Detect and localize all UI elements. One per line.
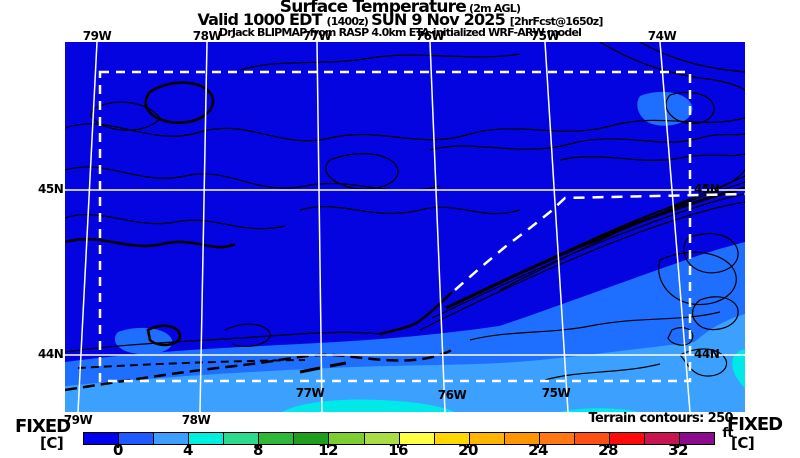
colorbar-tick-label: 8 (253, 441, 263, 458)
lat-label-right: 44N (694, 347, 720, 361)
lon-label-bottom: 79W (63, 413, 93, 427)
colorbar-right-unit: [C] (731, 434, 755, 452)
colorbar-tick (327, 445, 329, 448)
colorbar-segment (259, 433, 295, 444)
model-line: DrJack BLIPMAP from RASP 4.0km ETA-initi… (218, 26, 582, 39)
colorbar-segment (329, 433, 365, 444)
colorbar-tick-label: 28 (598, 441, 618, 458)
colorbar-segment (399, 433, 435, 444)
colorbar-tick (117, 445, 119, 448)
colorbar-segment (364, 433, 400, 444)
valid-time-line: Valid 1000 EDT (1400z) SUN 9 Nov 2025 [2… (0, 12, 800, 28)
shoreline-lines (65, 348, 453, 392)
colorbar-tick-label: 0 (113, 441, 123, 458)
colorbar-segment (539, 433, 575, 444)
cyan-regions (282, 349, 745, 412)
colorbar-tick-label: 32 (668, 441, 688, 458)
plot-title-line: Surface Temperature (2m AGL) (0, 0, 800, 17)
colorbar-tick (677, 445, 679, 448)
light-blue-regions (65, 314, 745, 412)
colorbar-segment (574, 433, 610, 444)
plot-title: Surface Temperature (279, 0, 467, 17)
colorbar-left-unit: [C] (40, 434, 64, 452)
valid-prefix: Valid 1000 EDT (197, 10, 327, 29)
colorbar-segment (154, 433, 190, 444)
colorbar-left-label: FIXED (15, 416, 71, 437)
colorbar-segment (609, 433, 645, 444)
colorbar-segment (645, 433, 681, 444)
colorbar-right-label: FIXED (727, 414, 783, 435)
colorbar-segment (434, 433, 470, 444)
lon-label-top: 77W (302, 29, 332, 43)
colorbar-tick (607, 445, 609, 448)
lat-label-left: 44N (38, 347, 64, 361)
colorbar-tick-label: 12 (318, 441, 338, 458)
valid-date: SUN 9 Nov 2025 (371, 10, 510, 29)
colorbar-segment (119, 433, 155, 444)
lon-label-top: 78W (192, 29, 222, 43)
colorbar-tick (257, 445, 259, 448)
lon-label-inmap: 76W (437, 388, 467, 402)
temperature-map (65, 42, 745, 412)
lon-label-top: 79W (82, 29, 112, 43)
domain-boundary (98, 70, 692, 383)
colorbar-segment (294, 433, 330, 444)
colorbar-tick-label: 24 (528, 441, 548, 458)
header: Surface Temperature (2m AGL) Valid 1000 … (0, 0, 800, 39)
terrain-contours-thin (65, 42, 745, 381)
colorbar-segment (680, 433, 715, 444)
latlon-grid (65, 42, 745, 412)
colorbar-segment (504, 433, 540, 444)
terrain-contours-note: Terrain contours: 250 ft (588, 411, 734, 441)
colorbar-tick (187, 445, 189, 448)
colorbar-segment (469, 433, 505, 444)
lat-label-right: 45N (694, 182, 720, 196)
lat-label-left: 45N (38, 182, 64, 196)
valid-fcst: [2hrFcst@1650z] (509, 15, 604, 28)
colorbar-segment (84, 433, 120, 444)
lon-label-bottom: 78W (181, 413, 211, 427)
valid-time-paren: (1400z) (326, 15, 372, 28)
colorbar-tick (467, 445, 469, 448)
temperature-colorbar (83, 432, 715, 445)
colorbar-segment (224, 433, 260, 444)
lon-label-top: 75W (530, 29, 560, 43)
lon-label-inmap: 77W (295, 386, 325, 400)
colorbar-segment (189, 433, 225, 444)
colorbar-tick-label: 16 (388, 441, 408, 458)
lon-label-inmap: 75W (541, 386, 571, 400)
border-line (454, 192, 745, 291)
plot-title-suffix: (2m AGL) (466, 2, 521, 15)
colorbar-tick (397, 445, 399, 448)
lon-label-top: 76W (415, 29, 445, 43)
colorbar-tick-label: 20 (458, 441, 478, 458)
colorbar-tick-label: 4 (183, 441, 193, 458)
lon-label-top: 74W (647, 29, 677, 43)
colorbar-tick (537, 445, 539, 448)
